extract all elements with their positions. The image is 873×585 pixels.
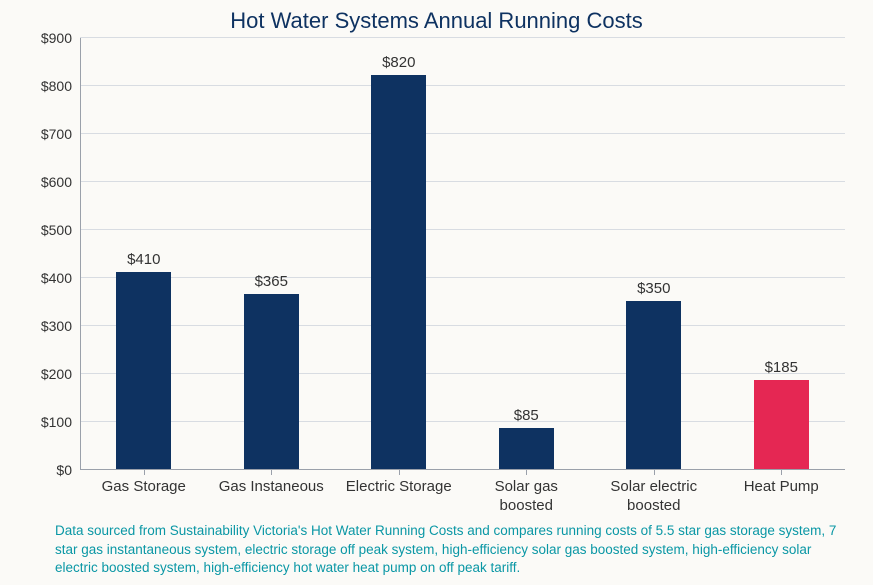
chart-title: Hot Water Systems Annual Running Costs bbox=[0, 0, 873, 38]
bar: $350 bbox=[626, 301, 681, 469]
gridline bbox=[80, 373, 845, 374]
gridline bbox=[80, 277, 845, 278]
y-tick-label: $0 bbox=[56, 462, 72, 478]
bar: $365 bbox=[244, 294, 299, 469]
bar-value-label: $185 bbox=[765, 359, 798, 376]
category-label: Solar gas boosted bbox=[466, 478, 586, 516]
x-axis bbox=[80, 469, 845, 470]
x-tick bbox=[271, 470, 272, 475]
y-axis bbox=[80, 38, 81, 470]
category-label: Gas Storage bbox=[84, 478, 204, 497]
bar: $85 bbox=[499, 428, 554, 469]
y-tick-label: $900 bbox=[41, 30, 72, 46]
gridline bbox=[80, 133, 845, 134]
y-tick-label: $300 bbox=[41, 318, 72, 334]
y-tick-label: $500 bbox=[41, 222, 72, 238]
y-tick-label: $200 bbox=[41, 366, 72, 382]
y-tick-label: $100 bbox=[41, 414, 72, 430]
chart-container: Hot Water Systems Annual Running Costs $… bbox=[0, 0, 873, 585]
x-tick bbox=[399, 470, 400, 475]
category-label: Electric Storage bbox=[339, 478, 459, 497]
x-tick bbox=[654, 470, 655, 475]
gridline bbox=[80, 37, 845, 38]
y-tick-label: $600 bbox=[41, 174, 72, 190]
category-label: Heat Pump bbox=[721, 478, 841, 497]
bar-value-label: $350 bbox=[637, 280, 670, 297]
gridline bbox=[80, 325, 845, 326]
gridline bbox=[80, 181, 845, 182]
y-tick-label: $400 bbox=[41, 270, 72, 286]
gridline bbox=[80, 229, 845, 230]
bar-value-label: $365 bbox=[255, 273, 288, 290]
bar: $410 bbox=[116, 272, 171, 469]
chart-footnote: Data sourced from Sustainability Victori… bbox=[55, 522, 843, 577]
y-tick-label: $800 bbox=[41, 78, 72, 94]
bar-value-label: $85 bbox=[514, 407, 539, 424]
y-tick-label: $700 bbox=[41, 126, 72, 142]
category-label: Gas Instaneous bbox=[211, 478, 331, 497]
bar-value-label: $820 bbox=[382, 54, 415, 71]
bar: $820 bbox=[371, 75, 426, 469]
bar-value-label: $410 bbox=[127, 251, 160, 268]
category-label: Solar electric boosted bbox=[594, 478, 714, 516]
x-tick bbox=[781, 470, 782, 475]
gridline bbox=[80, 421, 845, 422]
x-tick bbox=[144, 470, 145, 475]
gridline bbox=[80, 85, 845, 86]
plot-area: $0$100$200$300$400$500$600$700$800$900$4… bbox=[80, 38, 845, 470]
x-tick bbox=[526, 470, 527, 475]
bar: $185 bbox=[754, 380, 809, 469]
